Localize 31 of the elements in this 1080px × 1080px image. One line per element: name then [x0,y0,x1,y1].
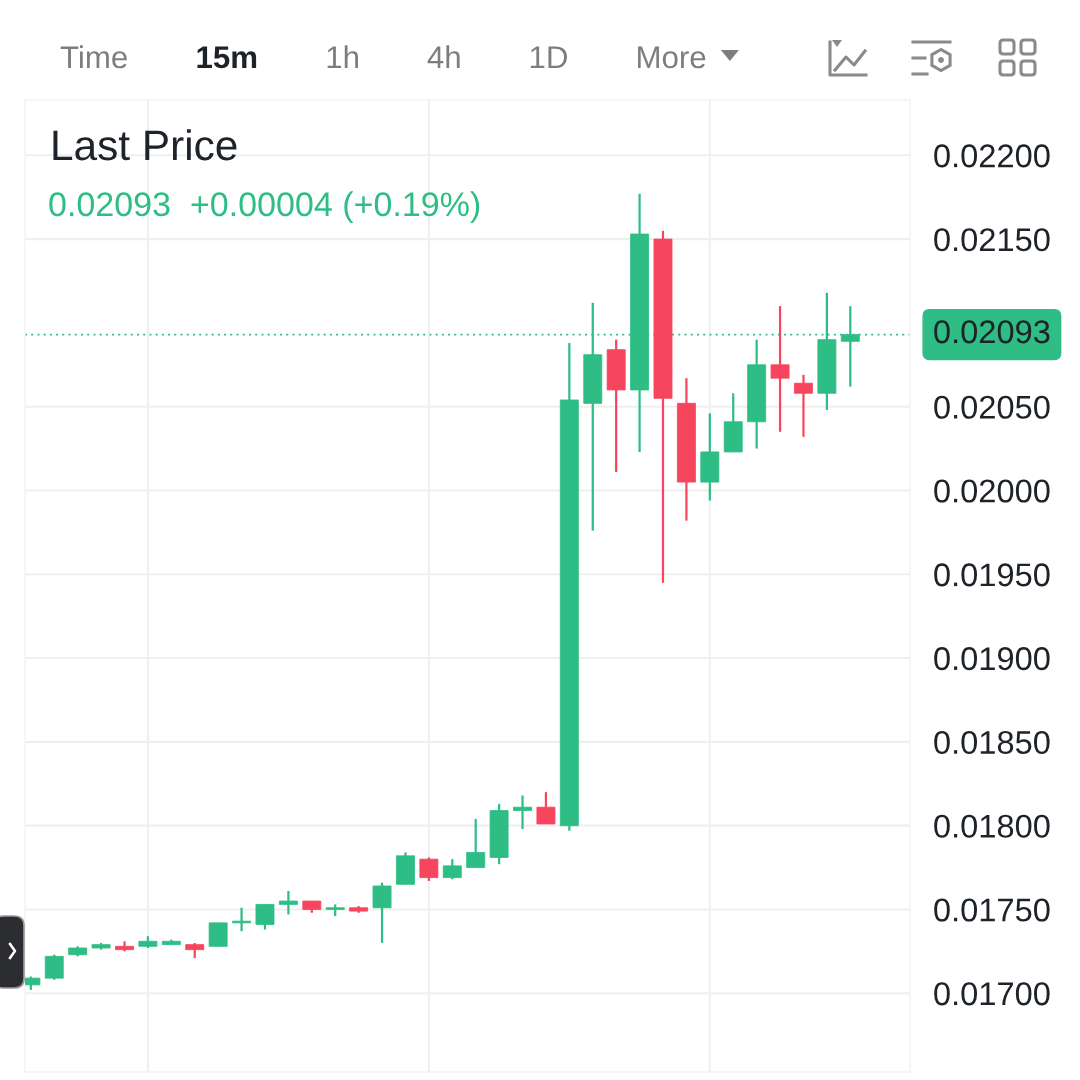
y-tick-label: 0.02150 [934,228,1050,252]
candlestick [372,881,392,945]
text: 1h [327,45,358,68]
y-tick-label: 0.01900 [934,647,1050,671]
ref-line-label: 0.02093 [934,320,1050,344]
text: 0.02093 +0.00004 (+0.19%) [49,191,480,224]
y-tick-label: 0.02200 [934,144,1050,168]
text: Last Price [53,129,237,161]
candlestick [419,856,439,883]
y-tick-label: 0.01700 [934,982,1050,1006]
candlestick [442,858,462,881]
candlestick [44,953,64,981]
text: 15m [197,46,257,69]
text: Time [60,45,127,69]
text: More [638,46,706,69]
candlestick [770,305,790,433]
candlestick [278,889,298,916]
y-tick-label: 0.02000 [934,479,1050,503]
candlestick [466,817,486,869]
candlestick [536,791,556,826]
y-tick-label: 0.01850 [934,730,1050,754]
y-tick-label: 0.01800 [934,814,1050,838]
candlestick [513,794,532,831]
y-tick-label: 0.01750 [934,898,1050,922]
text: 4h [427,45,460,68]
candlestick [255,903,275,931]
y-tick-label: 0.02050 [934,395,1050,419]
candlestick [794,373,813,438]
candlestick [208,921,228,948]
text: 1D [530,46,567,68]
y-tick-label: 0.01950 [934,563,1050,587]
